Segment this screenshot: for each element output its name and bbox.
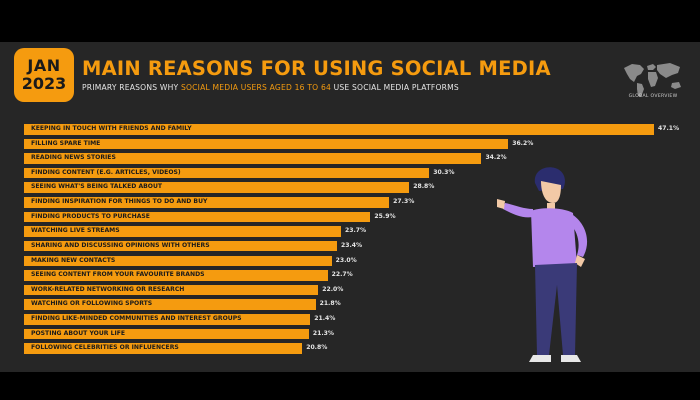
bar-label: WATCHING LIVE STREAMS <box>31 227 120 235</box>
bar <box>24 167 430 179</box>
bar <box>24 182 410 193</box>
bar-label: WATCHING OR FOLLOWING SPORTS <box>31 300 153 308</box>
bar-value-label: 23.0% <box>335 256 357 264</box>
bar-value-label: 23.4% <box>340 241 363 249</box>
bar-label: POSTING ABOUT YOUR LIFE <box>31 329 126 337</box>
bar-label: FOLLOWING CELEBRITIES OR INFLUENCERS <box>31 344 179 352</box>
bar-label: KEEPING IN TOUCH WITH FRIENDS AND FAMILY <box>31 125 192 132</box>
bar-label: READING NEWS STORIES <box>31 154 116 162</box>
bar-label: FINDING PRODUCTS TO PURCHASE <box>31 212 150 220</box>
chart-title: MAIN REASONS FOR USING SOCIAL MEDIA <box>82 57 551 80</box>
bar-value-label: 22.0% <box>322 285 344 293</box>
bar-label: WORK-RELATED NETWORKING OR RESEARCH <box>31 285 185 293</box>
bar-value-label: 47.1% <box>658 125 680 132</box>
bar-value-label: 21.4% <box>314 315 336 323</box>
bar-value-label: 28.8% <box>413 183 435 191</box>
badge-month: JAN <box>27 56 61 75</box>
bar-value-label: 34.2% <box>485 154 507 162</box>
world-map-icon <box>624 63 681 97</box>
bar <box>24 226 341 237</box>
badge-year: 2023 <box>21 74 67 93</box>
bar <box>24 197 390 208</box>
bar <box>24 270 328 281</box>
presenter-illustration <box>497 167 588 362</box>
bar-label: SHARING AND DISCUSSING OPINIONS WITH OTH… <box>31 241 210 249</box>
logo-label: GLOBAL OVERVIEW <box>628 94 678 99</box>
chart-subtitle: PRIMARY REASONS WHY SOCIAL MEDIA USERS A… <box>82 83 459 92</box>
bar-value-label: 20.8% <box>306 344 328 352</box>
bar-value-label: 23.7% <box>345 227 367 235</box>
bar <box>24 211 371 223</box>
bar <box>24 284 319 296</box>
bar <box>24 314 311 325</box>
bar-label: FINDING CONTENT (E.G. ARTICLES, VIDEOS) <box>31 168 181 176</box>
bar <box>24 328 309 340</box>
bar <box>24 255 332 267</box>
bar-value-label: 21.8% <box>319 300 341 308</box>
bar-label: SEEING CONTENT FROM YOUR FAVOURITE BRAND… <box>31 271 205 279</box>
bar <box>24 138 509 150</box>
bar-label: SEEING WHAT'S BEING TALKED ABOUT <box>31 183 163 191</box>
bar-value-label: 22.7% <box>331 271 353 279</box>
bar <box>24 153 482 164</box>
bar-value-label: 30.3% <box>433 168 455 176</box>
bar-value-label: 21.3% <box>312 329 335 337</box>
bar <box>24 299 316 310</box>
subtitle-highlight: SOCIAL MEDIA USERS AGED 16 TO 64 <box>180 83 332 92</box>
bottom-black-bar <box>0 372 700 400</box>
bar <box>24 124 654 135</box>
date-badge: JAN 2023 <box>14 48 74 102</box>
bar <box>24 240 337 252</box>
bar-label: FINDING INSPIRATION FOR THINGS TO DO AND… <box>31 198 208 206</box>
bar <box>24 343 303 354</box>
top-black-bar <box>0 0 700 42</box>
subtitle-suffix: USE SOCIAL MEDIA PLATFORMS <box>331 83 459 92</box>
bar-value-label: 27.3% <box>393 198 415 206</box>
bar-label: MAKING NEW CONTACTS <box>31 256 116 264</box>
bar-value-label: 36.2% <box>512 139 534 147</box>
subtitle-prefix: PRIMARY REASONS WHY <box>82 83 181 92</box>
bar-label: FINDING LIKE-MINDED COMMUNITIES AND INTE… <box>31 315 242 323</box>
bar-label: FILLING SPARE TIME <box>31 139 101 147</box>
bar-value-label: 25.9% <box>374 212 396 220</box>
